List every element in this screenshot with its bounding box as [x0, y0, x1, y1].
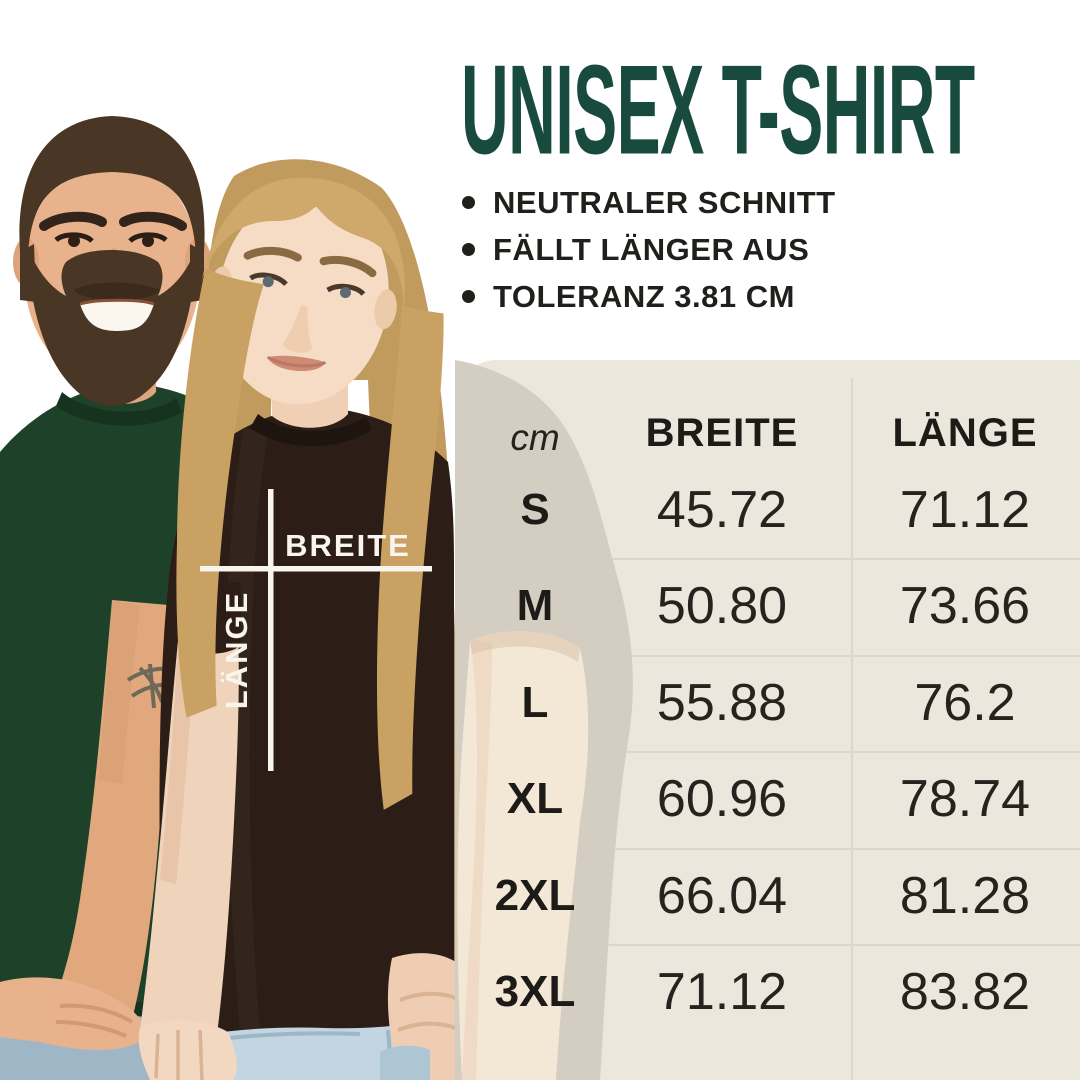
row-divider: [455, 847, 1080, 850]
feature-text: NEUTRALER SCHNITT: [493, 184, 836, 220]
shirt-measure-diagram: BREITE LÄNGE: [200, 489, 432, 771]
laenge-value: 71.12: [899, 480, 1031, 539]
breite-value: 45.72: [656, 480, 788, 539]
breite-value: 50.80: [656, 577, 788, 636]
row-divider: [455, 654, 1080, 657]
feature-item: TOLERANZ 3.81 CM: [462, 273, 836, 320]
page-title: UNISEX T-SHIRT: [461, 37, 975, 181]
size-label: L: [521, 677, 549, 727]
laenge-value: 76.2: [914, 673, 1016, 732]
size-label: XL: [506, 774, 564, 824]
panel-shadow-and-arm: [455, 360, 633, 1080]
breite-value: 55.88: [656, 673, 788, 732]
row-divider: [455, 944, 1080, 946]
unit-header: cm: [510, 417, 560, 458]
breite-value: 60.96: [656, 770, 788, 829]
feature-item: NEUTRALER SCHNITT: [462, 179, 836, 226]
column-header-breite: BREITE: [645, 410, 799, 455]
laenge-value: 81.28: [899, 866, 1031, 925]
size-label: S: [520, 484, 550, 534]
couple-photo: BREITE LÄNGE: [0, 116, 633, 1080]
shirt-breite-label: BREITE: [285, 528, 411, 563]
column-header-laenge: LÄNGE: [892, 410, 1038, 455]
feature-text: FÄLLT LÄNGER AUS: [493, 231, 810, 267]
column-divider: [851, 378, 853, 1080]
shirt-laenge-label: LÄNGE: [219, 591, 254, 710]
size-label: M: [516, 581, 554, 631]
breite-value: 71.12: [656, 963, 788, 1022]
breite-value: 66.04: [656, 866, 788, 925]
size-label: 3XL: [494, 967, 576, 1017]
size-table: cm BREITE LÄNGE S 45.72 71.12 M 50.80 73…: [455, 360, 1080, 1080]
woman-figure: [138, 159, 472, 1080]
bullet-icon: [462, 290, 475, 303]
laenge-value: 73.66: [899, 577, 1031, 636]
row-divider: [455, 751, 1080, 753]
bullet-icon: [462, 243, 475, 256]
laenge-value: 83.82: [899, 963, 1031, 1022]
feature-list: NEUTRALER SCHNITT FÄLLT LÄNGER AUS TOLER…: [462, 179, 836, 320]
laenge-value: 78.74: [899, 770, 1031, 829]
bullet-icon: [462, 196, 475, 209]
feature-item: FÄLLT LÄNGER AUS: [462, 226, 836, 273]
size-label: 2XL: [494, 870, 576, 920]
row-divider: [455, 558, 1080, 560]
feature-text: TOLERANZ 3.81 CM: [493, 278, 795, 314]
